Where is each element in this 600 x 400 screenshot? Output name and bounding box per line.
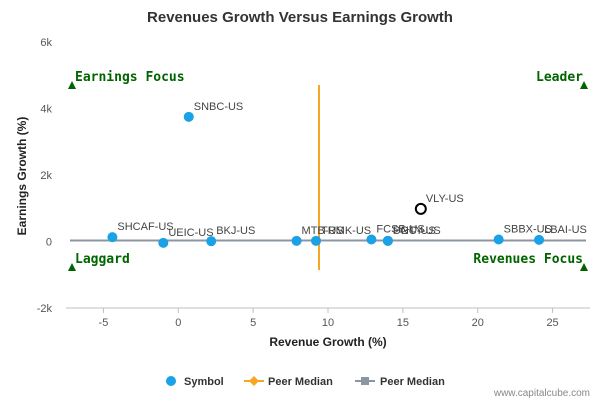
data-point xyxy=(311,235,322,246)
data-point-label: SNBC-US xyxy=(194,101,244,113)
legend-symbol-label: Symbol xyxy=(184,376,224,388)
data-point xyxy=(183,111,194,122)
quadrant-triangle-top-right xyxy=(580,81,588,89)
data-point xyxy=(366,234,377,245)
y-tick-label: 0 xyxy=(46,237,52,249)
x-tick-label: 0 xyxy=(175,317,181,329)
y-tick-label: 2k xyxy=(40,170,52,182)
data-point xyxy=(107,232,118,243)
x-tick-label: 15 xyxy=(397,317,409,329)
highlight-point-marker xyxy=(414,202,427,215)
credit-text: www.capitalcube.com xyxy=(493,388,590,399)
data-point xyxy=(291,235,302,246)
data-point-label: PGC-US xyxy=(393,225,436,237)
y-axis-title: Earnings Growth (%) xyxy=(15,117,29,236)
legend-symbol-marker xyxy=(166,376,176,386)
highlight-point-label: VLY-US xyxy=(426,193,464,205)
legend: Symbol Peer Median Peer Median xyxy=(166,376,445,388)
quadrant-label-revenues-focus: Revenues Focus xyxy=(473,252,583,267)
quadrant-label-leader: Leader xyxy=(536,70,583,85)
data-point-label: TRMK-US xyxy=(321,225,371,237)
data-point-label: SBBX-US xyxy=(504,224,552,236)
y-axis-ticks: -2k 0 2k 4k 6k xyxy=(37,37,53,315)
data-point xyxy=(493,234,504,245)
x-tick-label: 5 xyxy=(250,317,256,329)
peer-median-lines xyxy=(70,85,586,270)
chart-title: Revenues Growth Versus Earnings Growth xyxy=(147,9,453,26)
x-tick-label: -5 xyxy=(99,317,109,329)
data-point-label: LBAI-US xyxy=(544,224,587,236)
data-point xyxy=(158,237,169,248)
quadrant-label-laggard: Laggard xyxy=(75,252,130,267)
data-point-label: BKJ-US xyxy=(216,225,255,237)
data-point xyxy=(206,236,217,247)
legend-horizontal-median-marker xyxy=(361,377,369,385)
x-tick-label: 10 xyxy=(322,317,334,329)
data-point-label: MTB-US xyxy=(302,225,344,237)
y-tick-label: 6k xyxy=(40,37,52,49)
data-point-label: FCSB-US xyxy=(376,224,424,236)
y-tick-label: -2k xyxy=(37,303,53,315)
data-point-label: UEIC-US xyxy=(168,227,213,239)
data-point-label: SHCAF-US xyxy=(117,221,173,233)
legend-vertical-median-label: Peer Median xyxy=(268,376,333,388)
x-axis-ticks: -5 0 5 10 15 20 25 xyxy=(99,308,559,329)
x-tick-label: 25 xyxy=(546,317,558,329)
quadrant-labels: Earnings Focus Leader Laggard Revenues Focu… xyxy=(68,70,588,271)
data-point xyxy=(382,235,393,246)
data-point-label: UNTY-US xyxy=(393,225,441,237)
legend-horizontal-median-label: Peer Median xyxy=(380,376,445,388)
x-axis-title: Revenue Growth (%) xyxy=(269,335,386,349)
quadrant-label-earnings-focus: Earnings Focus xyxy=(75,70,185,85)
x-tick-label: 20 xyxy=(472,317,484,329)
legend-vertical-median-marker xyxy=(249,376,259,386)
y-tick-label: 4k xyxy=(40,104,52,116)
data-point xyxy=(534,234,545,245)
quadrant-triangle-top-left xyxy=(68,81,76,89)
quadrant-triangle-bottom-left xyxy=(68,263,76,271)
quadrant-triangle-bottom-right xyxy=(580,263,588,271)
highlight-point: VLY-US xyxy=(414,193,464,215)
